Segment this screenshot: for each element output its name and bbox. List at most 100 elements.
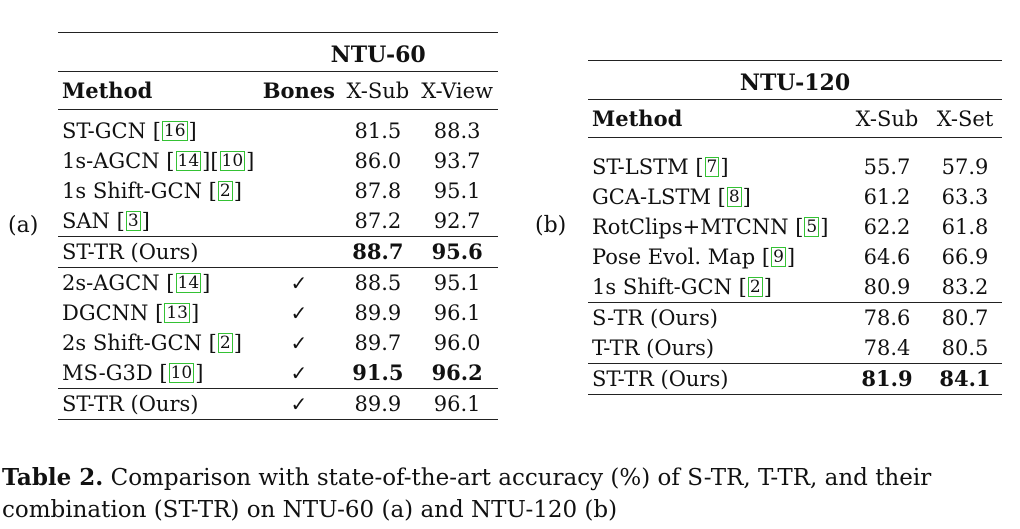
xset-cell: 61.8 bbox=[941, 215, 989, 239]
citation-link[interactable]: 7 bbox=[704, 157, 720, 177]
header-bones: Bones bbox=[258, 71, 340, 110]
method-cell: 2s Shift-GCN [2] bbox=[62, 331, 242, 355]
table-caption: Table 2. Comparison with state-of-the-ar… bbox=[2, 462, 1012, 526]
table-row: ST-LSTM [7] 55.7 57.9 bbox=[588, 152, 1002, 182]
spacer-row bbox=[588, 138, 1002, 153]
method-cell: S-TR (Ours) bbox=[588, 302, 846, 333]
xsub-cell: 89.9 bbox=[339, 388, 417, 420]
method-cell: SAN [3] bbox=[62, 209, 150, 233]
xview-cell: 96.0 bbox=[433, 331, 481, 355]
xsub-cell: 81.9 bbox=[846, 363, 928, 395]
table-row: 1s Shift-GCN [2] 87.8 95.1 bbox=[58, 176, 498, 206]
table-a-title: NTU-60 bbox=[258, 32, 498, 72]
citation-link[interactable]: 8 bbox=[726, 187, 742, 207]
citation-link[interactable]: 9 bbox=[771, 247, 786, 267]
xview-cell: 92.7 bbox=[433, 209, 481, 233]
xsub-cell: 88.5 bbox=[354, 271, 402, 295]
method-cell: T-TR (Ours) bbox=[588, 333, 846, 364]
xsub-cell: 88.7 bbox=[339, 236, 417, 268]
method-name: T-TR (Ours) bbox=[592, 336, 715, 360]
bones-cell: ✓ bbox=[258, 388, 340, 420]
citation-link[interactable]: 3 bbox=[125, 211, 141, 231]
header-xset: X-Set bbox=[928, 99, 1002, 138]
caption-text: Comparison with state-of-the-art accurac… bbox=[2, 465, 932, 523]
method-cell: MS-G3D [10] bbox=[62, 361, 204, 385]
method-name: ST-TR (Ours) bbox=[62, 392, 199, 416]
xsub-cell: 87.8 bbox=[354, 179, 402, 203]
citation-link[interactable]: 2 bbox=[217, 333, 233, 353]
citation-link[interactable]: 2 bbox=[217, 181, 233, 201]
table-row: SAN [3] 87.2 92.7 bbox=[58, 206, 498, 237]
citation-link[interactable]: 10 bbox=[219, 151, 246, 171]
xview-cell: 95.1 bbox=[433, 179, 481, 203]
table-row: DGCNN [13] ✓ 89.9 96.1 bbox=[58, 298, 498, 328]
citation-link[interactable]: 13 bbox=[164, 303, 190, 323]
sublabel-b: (b) bbox=[535, 213, 567, 238]
method-name: MS-G3D bbox=[62, 361, 160, 385]
xview-cell: 88.3 bbox=[433, 119, 481, 143]
method-name: RotClips+MTCNN bbox=[592, 215, 796, 239]
method-name: 2s-AGCN bbox=[62, 271, 167, 295]
xset-cell: 80.5 bbox=[941, 336, 989, 360]
ours-row: ST-TR (Ours) 81.9 84.1 bbox=[588, 363, 1002, 395]
xview-cell: 93.7 bbox=[433, 149, 481, 173]
xset-cell: 63.3 bbox=[941, 185, 989, 209]
xsub-cell: 64.6 bbox=[863, 245, 911, 269]
bones-cell: ✓ bbox=[290, 361, 308, 385]
xset-cell: 57.9 bbox=[941, 155, 989, 179]
xsub-cell: 91.5 bbox=[352, 360, 404, 385]
header-method: Method bbox=[58, 71, 259, 110]
citation-link[interactable]: 10 bbox=[168, 363, 195, 383]
table-row: 1s-AGCN [14][10] 86.0 93.7 bbox=[58, 146, 498, 176]
xsub-cell: 87.2 bbox=[354, 209, 402, 233]
citation-link[interactable]: 14 bbox=[175, 273, 202, 293]
table-row: T-TR (Ours) 78.4 80.5 bbox=[588, 333, 1002, 364]
xview-cell: 96.1 bbox=[416, 388, 498, 420]
xset-cell: 84.1 bbox=[928, 363, 1002, 395]
xset-cell: 80.7 bbox=[928, 302, 1002, 333]
method-cell: 1s Shift-GCN [2] bbox=[62, 179, 242, 203]
method-name: SAN bbox=[62, 209, 117, 233]
citation-link[interactable]: 5 bbox=[804, 217, 820, 237]
bones-cell bbox=[258, 146, 339, 176]
method-name: GCA-LSTM bbox=[592, 185, 718, 209]
citation-link[interactable]: 2 bbox=[747, 277, 763, 297]
xsub-cell: 81.5 bbox=[354, 119, 402, 143]
method-cell: 2s-AGCN [14] bbox=[62, 271, 211, 295]
table-row: S-TR (Ours) 78.6 80.7 bbox=[588, 302, 1002, 333]
xsub-cell: 62.2 bbox=[863, 215, 911, 239]
xview-cell: 95.1 bbox=[433, 271, 481, 295]
table-ntu60: NTU-60 Method Bones X-Sub X-View ST-GCN … bbox=[58, 32, 498, 420]
bones-cell: ✓ bbox=[290, 331, 308, 355]
xsub-cell: 89.7 bbox=[354, 331, 402, 355]
method-name: ST-TR (Ours) bbox=[592, 367, 729, 391]
table-row: 2s Shift-GCN [2] ✓ 89.7 96.0 bbox=[58, 328, 498, 358]
method-cell: GCA-LSTM [8] bbox=[592, 185, 751, 209]
table-row: GCA-LSTM [8] 61.2 63.3 bbox=[588, 182, 1002, 212]
table-row: ST-GCN [16] 81.5 88.3 bbox=[58, 116, 498, 146]
method-name: Pose Evol. Map bbox=[592, 245, 762, 269]
xsub-cell: 55.7 bbox=[863, 155, 911, 179]
xsub-cell: 78.4 bbox=[863, 336, 911, 360]
method-cell: Pose Evol. Map [9] bbox=[592, 245, 796, 269]
xsub-cell: 61.2 bbox=[863, 185, 911, 209]
header-xsub: X-Sub bbox=[339, 71, 417, 110]
citation-link[interactable]: 16 bbox=[161, 121, 188, 141]
citation-link[interactable]: 14 bbox=[175, 151, 202, 171]
bones-cell bbox=[258, 236, 340, 268]
xview-cell: 96.2 bbox=[431, 360, 483, 385]
spacer-cell bbox=[588, 138, 1002, 153]
method-cell: ST-GCN [16] bbox=[62, 119, 197, 143]
method-name: ST-TR (Ours) bbox=[62, 240, 199, 264]
header-xview: X-View bbox=[416, 71, 498, 110]
caption-label: Table 2. bbox=[2, 464, 104, 491]
method-name: 2s Shift-GCN bbox=[62, 331, 209, 355]
xset-cell: 83.2 bbox=[941, 275, 989, 299]
method-name: ST-GCN bbox=[62, 119, 153, 143]
xview-cell: 96.1 bbox=[433, 301, 481, 325]
table-ntu120: NTU-120 Method X-Sub X-Set ST-LSTM [7] 55… bbox=[588, 60, 1002, 395]
method-name: 1s Shift-GCN bbox=[62, 179, 209, 203]
bones-cell: ✓ bbox=[290, 271, 308, 295]
method-cell: ST-TR (Ours) bbox=[588, 363, 846, 395]
method-cell: RotClips+MTCNN [5] bbox=[592, 215, 829, 239]
